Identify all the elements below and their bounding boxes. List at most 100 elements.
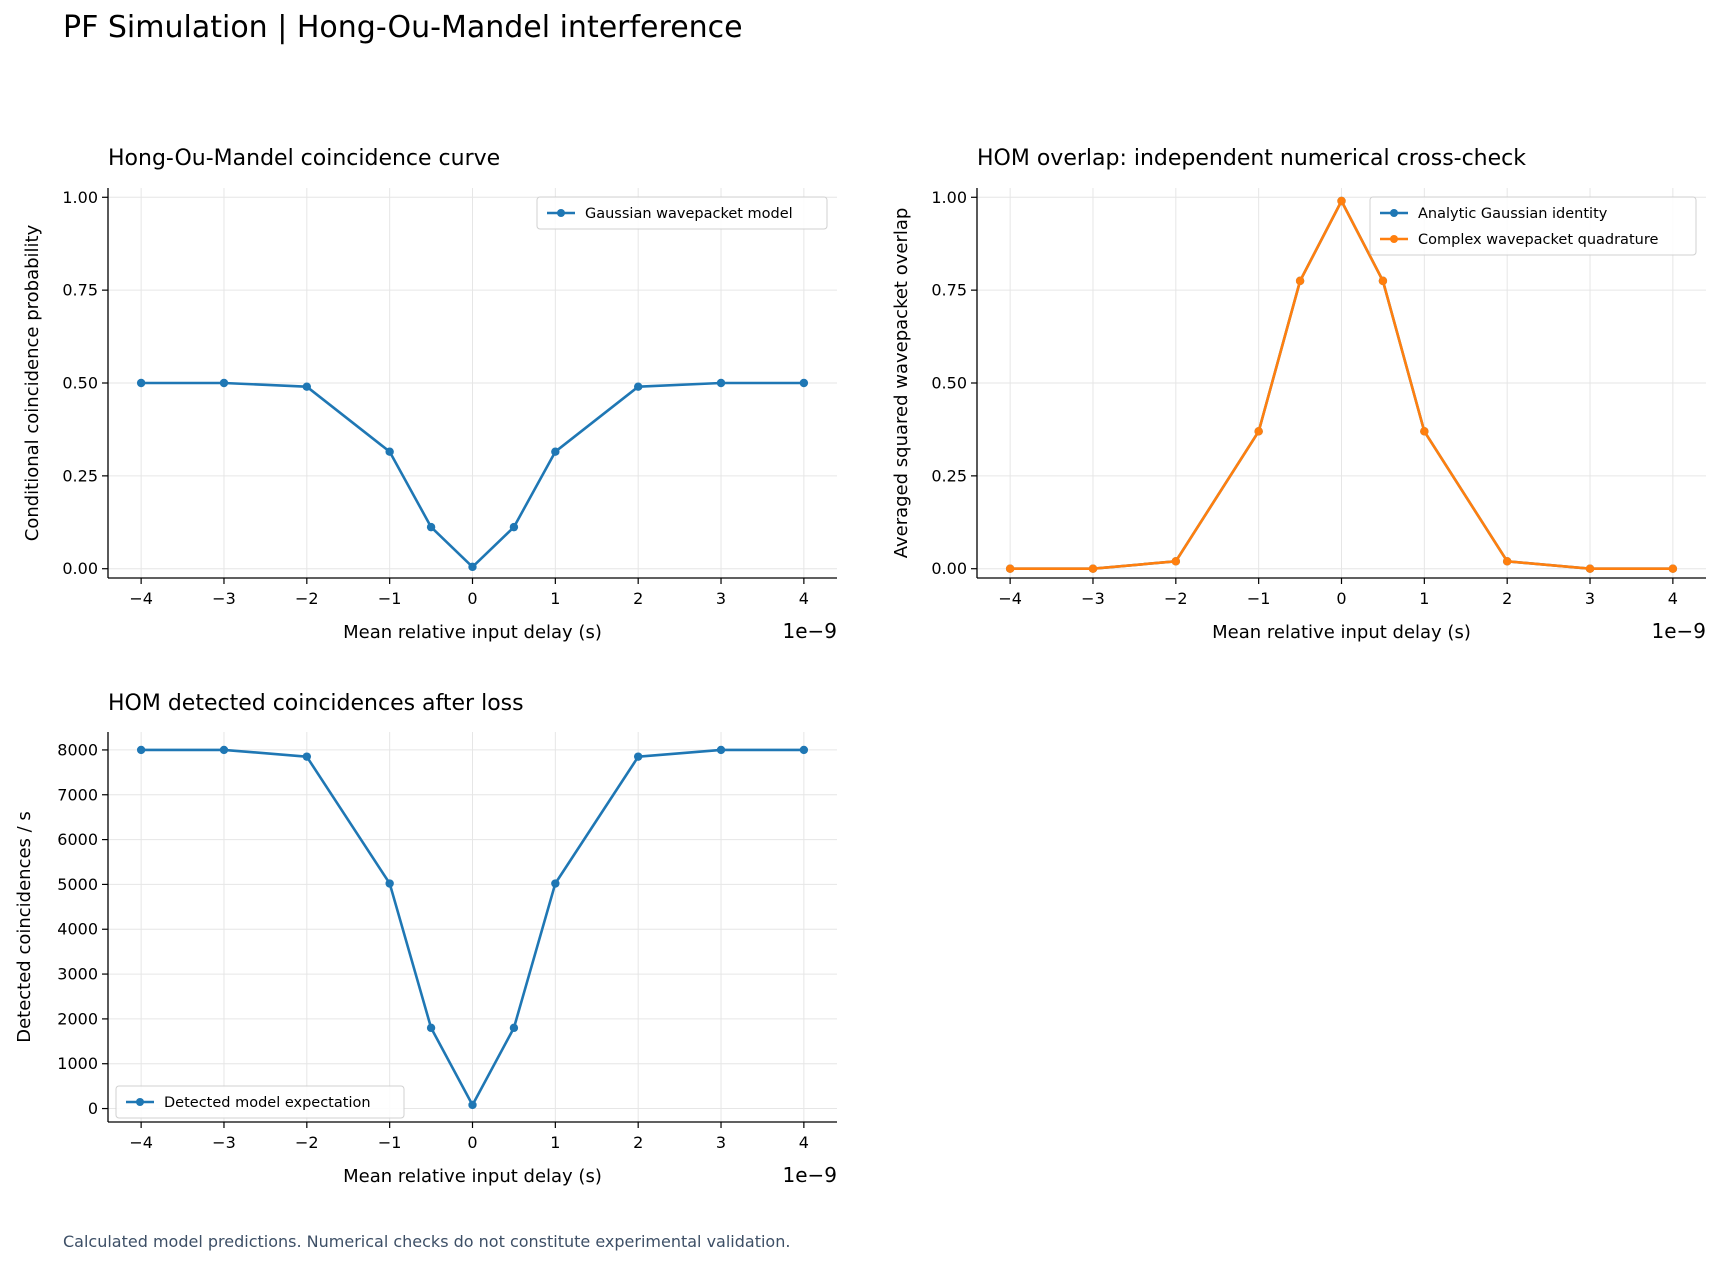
legend-box [536,196,828,230]
y-tick-label: 1.00 [62,188,98,207]
x-tick-label: 0 [467,589,477,608]
x-tick-label: −1 [378,589,402,608]
y-tick-label: 1.00 [931,188,967,207]
y-tick-label: 4000 [57,920,98,939]
chart-panel-3: −4 −3 −2 −1 0 1 2 3 4 0 1000 2000 3000 4000 5000 6000 70… [14,691,837,1187]
chart-title: HOM detected coincidences after loss [108,691,524,716]
data-point [136,378,146,388]
data-point [302,752,312,761]
data-point [385,879,394,888]
data-point [426,1023,436,1033]
data-point [426,522,436,532]
chart-panel-1: −4 −3 −2 −1 0 1 2 3 4 0.00 0.25 0.50 0.75 1.00 1e−9 Mea… [22,146,837,643]
data-point [799,378,809,388]
x-tick-label: −1 [1247,589,1271,608]
data-point [468,1100,477,1110]
y-axis-label: Detected coincidences / s [14,811,35,1043]
x-tick-label: −3 [212,589,236,608]
legend: Analytic Gaussian identity Complex wavepa… [1369,196,1697,256]
x-axis-label: Mean relative input delay (s) [343,1166,602,1187]
x-tick-label: 0 [1336,589,1346,608]
x-tick-label: −2 [295,589,319,608]
x-tick-label: −3 [1081,589,1105,608]
y-tick-label: 0.00 [62,559,98,578]
y-tick-label: 8000 [57,740,98,759]
data-point [716,378,726,388]
data-point [1254,427,1263,436]
legend-marker-swatch [1390,209,1398,217]
y-tick-label: 1000 [57,1054,98,1073]
data-point [1585,564,1595,573]
x-tick-label: −2 [295,1133,319,1152]
x-offset-label: 1e−9 [782,619,837,643]
legend-label: Detected model expectation [164,1095,371,1111]
data-point [509,522,519,532]
data-point [1171,557,1181,566]
x-offset-label: 1e−9 [782,1163,837,1187]
x-tick-label: −4 [129,589,153,608]
legend-marker-swatch [1390,235,1398,243]
y-tick-label: 0.25 [931,466,967,485]
x-tick-label: −1 [378,1133,402,1152]
y-tick-label: 0.75 [62,281,98,300]
data-point [1378,276,1388,286]
data-point [799,745,809,755]
y-tick-label: 2000 [57,1009,98,1028]
data-point [219,745,229,755]
data-point [551,447,560,456]
data-point [468,562,477,572]
x-tick-label: 4 [799,589,809,608]
data-point [1337,196,1346,206]
x-axis-label: Mean relative input delay (s) [1212,622,1471,643]
y-tick-label: 6000 [57,830,98,849]
y-tick-label: 7000 [57,785,98,804]
data-point [633,382,643,391]
data-point [633,752,643,761]
data-point [551,879,560,888]
x-tick-label: 1 [550,589,560,608]
chart-title: HOM overlap: independent numerical cross… [977,146,1526,171]
y-tick-label: 0.50 [931,374,967,393]
data-point [716,745,726,755]
data-point [219,378,229,388]
y-tick-label: 0 [88,1099,98,1118]
x-tick-label: −2 [1164,589,1188,608]
legend-box [1369,196,1697,256]
x-offset-label: 1e−9 [1651,619,1706,643]
x-tick-label: −3 [212,1133,236,1152]
data-point [509,1023,519,1033]
x-tick-label: 0 [467,1133,477,1152]
y-tick-label: 0.25 [62,466,98,485]
y-tick-label: 0.00 [931,559,967,578]
y-tick-label: 3000 [57,965,98,984]
legend-marker-swatch [136,1098,144,1106]
y-tick-label: 0.50 [62,374,98,393]
x-tick-label: 4 [799,1133,809,1152]
x-tick-label: 3 [716,589,726,608]
legend-label: Gaussian wavepacket model [585,206,793,222]
data-point [1668,564,1678,573]
x-axis-label: Mean relative input delay (s) [343,622,602,643]
legend-box [115,1085,405,1119]
legend-marker-swatch [557,209,565,217]
y-axis-label: Averaged squared wavepacket overlap [891,208,912,559]
x-tick-label: 2 [633,1133,643,1152]
x-tick-label: 2 [1502,589,1512,608]
x-tick-label: −4 [129,1133,153,1152]
data-point [1088,564,1098,573]
y-tick-label: 5000 [57,875,98,894]
data-point [1005,564,1015,573]
data-point [302,382,312,391]
y-axis-label: Conditional coincidence probability [22,224,43,541]
footnote: Calculated model predictions. Numerical … [63,1232,791,1251]
x-tick-label: 4 [1668,589,1678,608]
legend: Gaussian wavepacket model [536,196,828,230]
chart-panel-2: −4 −3 −2 −1 0 1 2 3 4 0.00 0.25 0.50 0.75 1.00 1e−9 Mea… [891,146,1706,643]
data-point [1502,557,1512,566]
data-point [1295,276,1305,286]
y-tick-label: 0.75 [931,281,967,300]
chart-title: Hong-Ou-Mandel coincidence curve [108,146,500,171]
legend-label: Complex wavepacket quadrature [1418,232,1658,248]
legend-label: Analytic Gaussian identity [1418,206,1608,222]
data-point [1420,427,1429,436]
